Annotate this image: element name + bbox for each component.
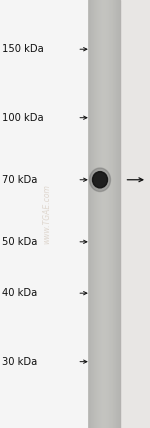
Text: 150 kDa: 150 kDa	[2, 44, 43, 54]
Text: 30 kDa: 30 kDa	[2, 357, 37, 367]
Ellipse shape	[90, 168, 111, 192]
Text: 100 kDa: 100 kDa	[2, 113, 43, 123]
Ellipse shape	[93, 172, 108, 188]
Text: www.TGAE.com: www.TGAE.com	[42, 184, 51, 244]
Text: 40 kDa: 40 kDa	[2, 288, 37, 298]
Bar	[89, 0, 120, 428]
Bar	[120, 0, 150, 428]
Bar	[0, 0, 89, 428]
Text: 50 kDa: 50 kDa	[2, 237, 37, 247]
Text: 70 kDa: 70 kDa	[2, 175, 37, 185]
